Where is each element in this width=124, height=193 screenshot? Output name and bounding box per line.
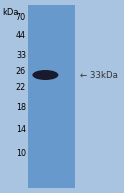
Text: 14: 14 [16,125,26,135]
Text: 33: 33 [16,51,26,59]
Text: 18: 18 [16,102,26,112]
Bar [28,5,75,188]
Text: 22: 22 [16,84,26,92]
Text: 44: 44 [16,31,26,41]
Text: ← 33kDa: ← 33kDa [80,70,118,80]
Text: 10: 10 [16,148,26,157]
Text: kDa: kDa [2,8,18,17]
Ellipse shape [32,70,58,80]
Text: 70: 70 [16,14,26,23]
Text: 26: 26 [16,68,26,76]
